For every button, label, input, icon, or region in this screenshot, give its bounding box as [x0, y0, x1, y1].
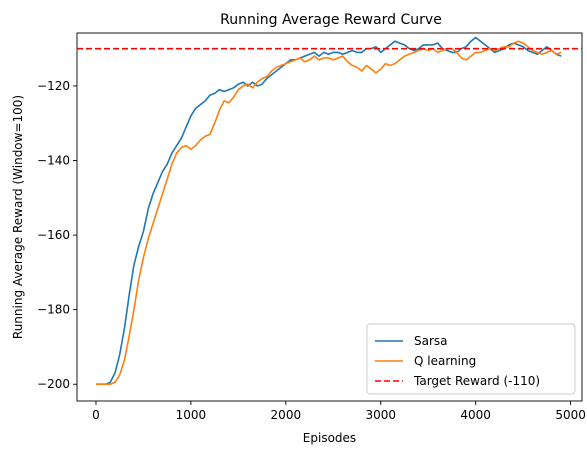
legend-box [366, 323, 576, 395]
series-line-q-learning [95, 40, 562, 386]
legend-label-sarsa: Sarsa [414, 334, 448, 348]
x-tick-label: 5000 [555, 408, 586, 422]
chart-title: Running Average Reward Curve [220, 12, 442, 28]
series-lines [77, 36, 582, 386]
legend: Sarsa Q learning Target Reward (-110) [366, 323, 576, 395]
y-axis-label: Running Average Reward (Window=100) [11, 95, 25, 339]
plot-frame [76, 32, 583, 402]
y-tick-label: −120 [37, 79, 70, 93]
axis-ticks: 0 1000 2000 3000 4000 5000 −200 −180 −160 −140 −12… [37, 79, 586, 422]
x-tick-label: 3000 [365, 408, 396, 422]
y-tick-label: −200 [37, 377, 70, 391]
y-tick-label: −180 [37, 303, 70, 317]
x-tick-label: 0 [92, 408, 100, 422]
x-tick-label: 4000 [460, 408, 491, 422]
x-axis-label: Episodes [303, 431, 356, 445]
y-tick-label: −160 [37, 228, 70, 242]
legend-label-target: Target Reward (-110) [413, 374, 540, 388]
legend-label-q-learning: Q learning [414, 354, 476, 368]
series-line-sarsa [95, 36, 562, 386]
x-tick-label: 2000 [271, 408, 302, 422]
y-tick-label: −140 [37, 154, 70, 168]
x-tick-label: 1000 [176, 408, 207, 422]
